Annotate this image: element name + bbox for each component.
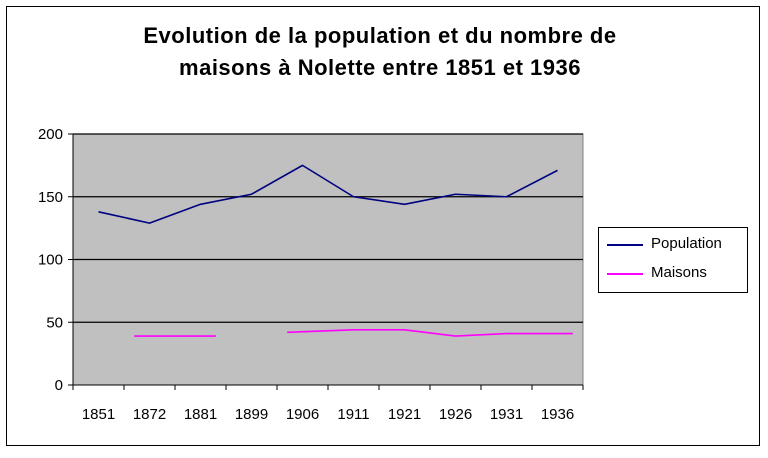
x-tick-label-1881: 1881 [184, 406, 217, 423]
y-tick-label-0: 0 [55, 377, 63, 394]
x-tick-label-1851: 1851 [82, 406, 115, 423]
x-tick-label-1872: 1872 [133, 406, 166, 423]
chart-title-line-2: maisons à Nolette entre 1851 et 1936 [179, 55, 581, 80]
y-tick-label-200: 200 [38, 126, 63, 143]
legend-label-maisons: Maisons [651, 264, 707, 281]
x-tick-label-1899: 1899 [235, 406, 268, 423]
y-tick-label-50: 50 [46, 314, 63, 331]
y-tick-label-150: 150 [38, 189, 63, 206]
chart-legend: Population Maisons [598, 227, 748, 293]
series-line-population-0 [98, 164, 558, 224]
x-tick-label-1936: 1936 [541, 406, 574, 423]
x-tick-label-1931: 1931 [490, 406, 523, 423]
legend-swatch-maisons [607, 273, 643, 275]
x-tick-label-1911: 1911 [337, 406, 369, 423]
series-line-maisons-1 [287, 328, 573, 337]
x-tick-label-1926: 1926 [439, 406, 472, 423]
x-tick-label-1921: 1921 [388, 406, 421, 423]
chart-title-line-1: Evolution de la population et du nombre … [143, 23, 617, 48]
x-tick-label-1906: 1906 [286, 406, 319, 423]
chart-title: Evolution de la population et du nombre … [60, 20, 700, 84]
legend-label-population: Population [651, 235, 722, 252]
y-tick-label-100: 100 [38, 252, 63, 269]
legend-swatch-population [607, 244, 643, 246]
